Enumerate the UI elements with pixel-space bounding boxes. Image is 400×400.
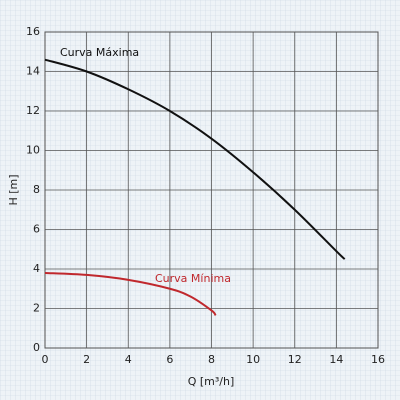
y-tick-label: 10	[26, 144, 40, 157]
x-tick-label: 10	[246, 353, 260, 366]
y-tick-label: 0	[33, 341, 40, 354]
y-tick-label: 6	[33, 223, 40, 236]
x-axis-label: Q [m³/h]	[188, 375, 235, 388]
x-tick-label: 0	[42, 353, 49, 366]
y-tick-label: 12	[26, 104, 40, 117]
x-tick-label: 14	[329, 353, 343, 366]
curve	[44, 271, 217, 317]
series-label: Curva Máxima	[60, 46, 139, 59]
x-tick-label: 12	[288, 353, 302, 366]
x-tick-label: 2	[83, 353, 90, 366]
y-tick-label: 14	[26, 65, 40, 78]
y-tick-label: 8	[33, 183, 40, 196]
y-axis-label: H [m]	[7, 174, 20, 205]
y-tick-label: 16	[26, 25, 40, 38]
y-tick-label: 4	[33, 262, 40, 275]
x-tick-label: 4	[125, 353, 132, 366]
x-tick-label: 16	[371, 353, 385, 366]
x-tick-label: 6	[166, 353, 173, 366]
x-tick-label: 8	[208, 353, 215, 366]
y-tick-label: 2	[33, 302, 40, 315]
curve	[44, 58, 346, 260]
series-label: Curva Mínima	[155, 272, 231, 285]
